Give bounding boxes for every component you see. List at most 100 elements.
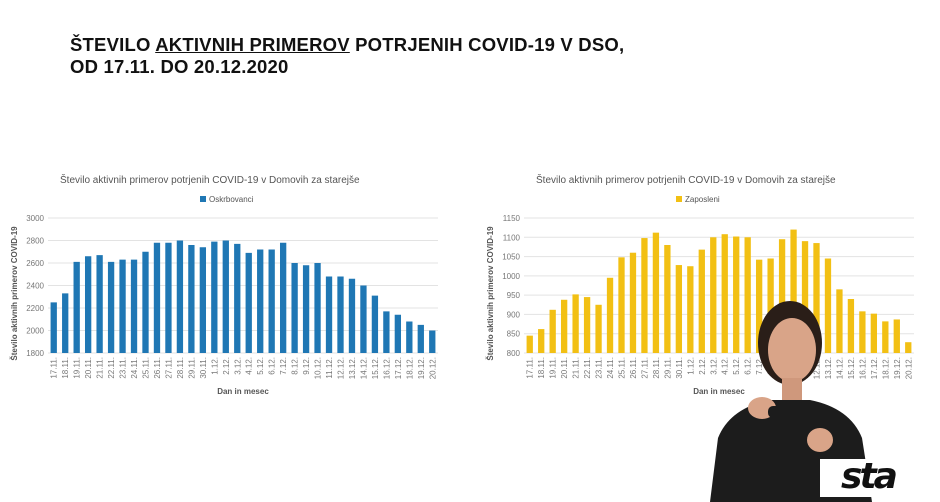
chart2-xtick-label: 14.12.	[835, 357, 844, 379]
chart2-bar	[905, 342, 912, 353]
chart1-bar	[96, 255, 103, 353]
chart1-xtick-label: 3.12.	[233, 357, 242, 375]
page-title-line2: OD 17.11. DO 20.12.2020	[70, 56, 289, 77]
chart2-bar	[790, 229, 797, 353]
chart1-bar	[417, 324, 424, 353]
chart1-xtick-label: 21.11.	[96, 357, 105, 379]
chart1-title: Število aktivnih primerov potrjenih COVI…	[60, 173, 360, 186]
chart2-ytick-label: 1150	[503, 214, 521, 223]
chart2-bar	[847, 299, 855, 353]
chart2-ytick-label: 1100	[503, 233, 521, 242]
chart1-ytick-label: 2600	[26, 259, 44, 268]
chart1-ytick-label: 2200	[26, 304, 44, 313]
chart1-xtick-label: 20.11.	[84, 357, 93, 379]
chart1-bar	[268, 249, 275, 353]
chart1-xtick-label: 2.12.	[222, 357, 231, 375]
chart1-bar	[314, 263, 321, 353]
chart1-xtick-label: 29.11.	[187, 357, 196, 379]
chart1-xtick-label: 26.11.	[153, 357, 162, 379]
chart2-xtick-label: 1.12.	[686, 357, 695, 375]
chart2-ytick-label: 950	[507, 291, 521, 300]
chart2-xtick-label: 23.11.	[595, 357, 604, 379]
chart1-bar	[107, 261, 115, 353]
chart2-bar	[664, 245, 671, 353]
chart2-ylabel: Število aktivnih primerov COVID-19	[486, 226, 495, 361]
chart2-xtick-label: 26.11.	[629, 357, 638, 379]
chart2-xtick-label: 3.12.	[709, 357, 718, 375]
chart2-bar	[882, 321, 889, 353]
title-underlined: AKTIVNIH PRIMEROV	[155, 34, 350, 55]
chart1-bar	[188, 245, 195, 353]
chart1-ytick-label: 2000	[26, 327, 44, 336]
chart2-bar	[652, 232, 660, 353]
chart2-bar	[767, 258, 774, 353]
page-title: ŠTEVILO AKTIVNIH PRIMEROV POTRJENIH COVI…	[70, 34, 624, 78]
chart2-xtick-label: 19.12.	[893, 357, 902, 379]
chart1-ytick-label: 1800	[26, 349, 44, 358]
chart1-bar	[62, 293, 69, 353]
chart2-bar	[755, 259, 763, 353]
chart2-bar	[538, 329, 545, 353]
chart2-xtick-label: 13.12.	[824, 357, 833, 379]
chart2-xtick-label: 25.11.	[618, 357, 627, 379]
chart1-xtick-label: 5.12.	[256, 357, 265, 375]
chart1-bar	[279, 242, 287, 353]
chart1-bar	[348, 278, 356, 353]
chart1-xtick-label: 18.11.	[61, 357, 70, 379]
chart2-bar	[606, 277, 614, 353]
chart1-xtick-label: 4.12.	[245, 357, 254, 375]
chart1-legend-label: Oskrbovanci	[209, 195, 254, 204]
chart1-bar	[84, 256, 92, 353]
chart1-ytick-label: 2400	[26, 282, 44, 291]
chart1-xtick-label: 16.12.	[382, 357, 391, 379]
chart2-xlabel: Dan in mesec	[693, 387, 745, 396]
chart2-xtick-label: 30.11.	[675, 357, 684, 379]
chart2-xtick-label: 19.11.	[549, 357, 558, 379]
chart1-xtick-label: 8.12.	[291, 357, 300, 375]
chart1-bar	[291, 263, 298, 353]
chart1-xtick-label: 20.12.	[428, 357, 437, 379]
chart1-xtick-label: 6.12.	[268, 357, 277, 375]
chart1-bar	[142, 251, 149, 353]
chart2-xtick-label: 21.11.	[572, 357, 581, 379]
chart1-bar	[73, 261, 80, 353]
chart2-title: Število aktivnih primerov potrjenih COVI…	[536, 173, 836, 186]
chart2-ytick-label: 1000	[502, 272, 520, 281]
chart2-bar	[870, 313, 878, 353]
chart2-xtick-label: 18.12.	[881, 357, 890, 379]
chart1-bar	[383, 311, 390, 353]
chart1-xtick-label: 27.11.	[164, 357, 173, 379]
chart1-bar	[130, 259, 138, 353]
chart1-bar	[199, 247, 207, 353]
chart2-xtick-label: 17.11.	[526, 357, 535, 379]
chart2-ytick-label: 800	[507, 349, 521, 358]
chart2-bar	[721, 234, 728, 353]
chart2-xtick-label: 6.12.	[744, 357, 753, 375]
chart1-bar	[211, 241, 218, 353]
chart2-xtick-label: 2.12.	[698, 357, 707, 375]
chart1-ytick-label: 3000	[26, 214, 44, 223]
chart2-xtick-label: 5.12.	[732, 357, 741, 375]
chart2-xtick-label: 24.11.	[606, 357, 615, 379]
chart1-bar	[245, 252, 252, 353]
chart2-xtick-label: 29.11.	[663, 357, 672, 379]
chart1-xtick-label: 14.12.	[359, 357, 368, 379]
chart1-xtick-label: 11.12.	[325, 357, 334, 379]
chart2-bar	[583, 297, 591, 353]
chart2-bar	[698, 249, 705, 353]
chart1-xtick-label: 7.12.	[279, 357, 288, 375]
chart1-bar	[394, 314, 402, 353]
chart2-bar	[778, 239, 786, 353]
chart1-bar	[222, 240, 229, 353]
chart1-bar	[406, 321, 413, 353]
chart1-xtick-label: 10.12.	[314, 357, 323, 379]
chart1-bar	[153, 242, 161, 353]
chart1-bar	[234, 243, 241, 353]
chart1-bar	[176, 240, 184, 353]
chart1-xtick-label: 25.11.	[142, 357, 151, 379]
chart1-xtick-label: 19.12.	[417, 357, 426, 379]
chart1-ylabel: Število aktivnih primerov COVID-19	[10, 226, 19, 361]
chart2-xtick-label: 15.12.	[847, 357, 856, 379]
chart1-bar	[429, 330, 436, 353]
